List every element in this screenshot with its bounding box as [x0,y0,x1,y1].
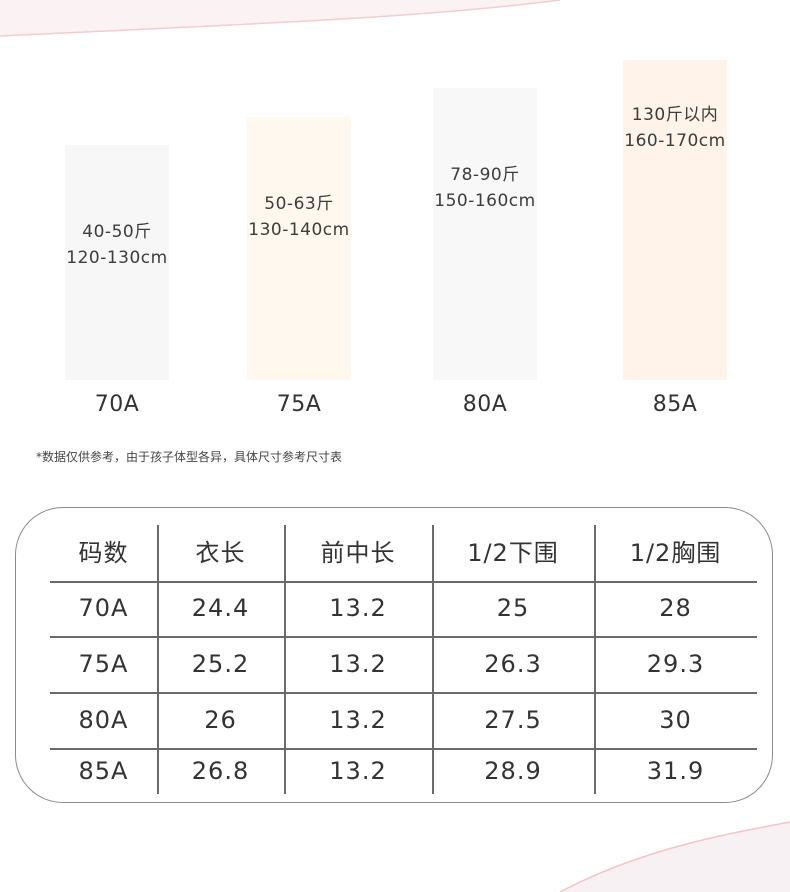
weight-range-label: 78-90斤 [450,165,520,186]
table-column-divider [284,525,286,794]
table-cell: 30 [659,706,692,734]
bar-data-label: 130斤以内 160-170cm [603,102,747,154]
table-cell: 24.4 [191,594,250,622]
bar-70a: 40-50斤 120-130cm [65,145,169,380]
bar-data-label: 40-50斤 120-130cm [45,219,189,271]
table-row-divider [50,748,757,750]
table-cell: 28.9 [484,757,542,785]
weight-range-label: 50-63斤 [264,193,334,214]
height-range-label: 120-130cm [66,248,168,268]
height-range-label: 160-170cm [624,131,726,151]
table-header-cell: 衣长 [195,539,246,567]
height-range-label: 150-160cm [434,191,536,212]
table-row-divider [50,581,757,583]
table-header-cell: 1/2胸围 [629,539,722,567]
category-label-75a: 75A [276,392,322,417]
bar-85a: 130斤以内 160-170cm [623,60,727,380]
table-cell: 26.8 [191,757,250,785]
bar-data-label: 50-63斤 130-140cm [227,191,371,243]
table-column-divider [157,525,159,794]
table-cell: 75A [78,650,129,678]
table-cell: 13.2 [329,706,387,734]
weight-range-label: 40-50斤 [82,222,152,242]
table-cell: 70A [78,594,129,622]
table-cell: 80A [78,706,129,734]
table-cell: 28 [659,594,692,622]
table-column-divider [594,525,596,794]
category-label-80a: 80A [462,392,508,417]
size-table-frame [15,507,773,803]
table-cell: 26 [204,706,237,734]
bar-75a: 50-63斤 130-140cm [247,116,351,380]
table-row-divider [50,692,757,694]
table-cell: 25.2 [191,650,250,678]
category-label-70a: 70A [94,392,140,417]
height-range-label: 130-140cm [248,219,350,240]
table-cell: 13.2 [329,594,387,622]
table-cell: 25 [496,594,530,622]
table-cell: 13.2 [329,757,387,785]
table-cell: 13.2 [329,650,387,678]
table-header-cell: 前中长 [320,539,396,567]
category-label-85a: 85A [652,392,698,417]
table-header-cell: 1/2下围 [467,539,559,567]
table-cell: 85A [78,757,129,785]
table-cell: 31.9 [646,757,705,785]
bar-data-label: 78-90斤 150-160cm [413,162,557,214]
bar-80a: 78-90斤 150-160cm [433,88,537,380]
disclaimer-note: *数据仅供参考，由于孩子体型各异，具体尺寸参考尺寸表 [36,450,343,464]
table-cell: 29.3 [646,650,705,678]
table-header-cell: 码数 [78,539,129,567]
table-row-divider [50,636,757,638]
weight-range-label: 130斤以内 [631,105,719,125]
table-cell: 27.5 [484,706,542,734]
table-column-divider [432,525,434,794]
table-cell: 26.3 [484,650,542,678]
